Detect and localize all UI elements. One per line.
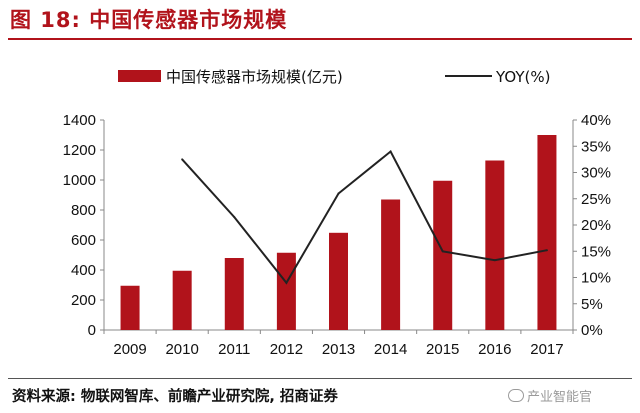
legend-label-line: YOY(%) — [495, 68, 550, 86]
y-tick-label-left: 1000 — [63, 172, 96, 189]
bar — [381, 199, 401, 330]
watermark-label: 产业智能官 — [527, 390, 593, 405]
x-tick-label: 2011 — [218, 341, 250, 358]
bar — [329, 232, 348, 330]
y-ticks-left: 0 200 400 600 800 1000 1200 1400 — [63, 112, 104, 339]
chart-area: 中国传感器市场规模(亿元) YOY(%) 0 200 400 600 800 1000 12… — [63, 68, 611, 358]
x-tick-label: 2017 — [530, 341, 563, 358]
x-tick-label: 2012 — [270, 341, 303, 358]
y-tick-label-right: 35% — [581, 138, 611, 155]
y-tick-label-right: 10% — [581, 270, 611, 287]
y-tick-label-left: 1200 — [63, 142, 96, 159]
x-tick-label: 2015 — [426, 341, 459, 358]
source-note: 资料来源: 物联网智库、前瞻产业研究院, 招商证券 — [12, 389, 338, 405]
line-series — [181, 149, 548, 285]
wechat-icon — [508, 389, 524, 402]
y-tick-label-right: 15% — [581, 243, 611, 260]
y-tick-label-right: 30% — [581, 165, 611, 182]
y-tick-label-right: 5% — [581, 296, 603, 313]
legend-swatch-bar — [118, 70, 161, 82]
y-tick-label-left: 200 — [71, 292, 96, 309]
figure-title: 图 18: 中国传感器市场规模 — [10, 8, 288, 32]
y-tick-label-left: 800 — [71, 202, 96, 219]
bar — [120, 285, 140, 330]
y-tick-label-right: 20% — [581, 217, 611, 234]
yoy-point — [233, 216, 236, 219]
yoy-point — [545, 249, 548, 252]
bar-series — [120, 135, 557, 330]
y-tick-label-left: 1400 — [63, 112, 96, 129]
bar — [485, 160, 505, 330]
x-tick-label: 2009 — [113, 341, 146, 358]
x-ticks: 2009 2010 2011 2012 2013 2014 2015 2016 2017 — [103, 330, 574, 358]
y-tick-label-left: 400 — [71, 262, 96, 279]
x-tick-label: 2010 — [165, 341, 198, 358]
y-ticks-right: 0% 5% 10% 15% 20% 25% 30% 35% 40% — [573, 112, 611, 339]
bar — [276, 252, 296, 330]
source-divider — [8, 378, 632, 379]
watermark: 产业智能官 — [508, 386, 592, 405]
x-tick-label: 2013 — [322, 341, 355, 358]
yoy-point — [337, 192, 340, 195]
legend-label-bar: 中国传感器市场规模(亿元) — [166, 68, 343, 86]
y-tick-label-right: 40% — [581, 112, 611, 129]
bar — [172, 270, 192, 330]
yoy-point — [181, 158, 184, 161]
x-tick-label: 2014 — [374, 341, 407, 358]
x-tick-label: 2016 — [478, 341, 511, 358]
y-tick-label-left: 0 — [88, 322, 96, 339]
bar — [224, 258, 244, 330]
chart-legend: 中国传感器市场规模(亿元) YOY(%) — [118, 68, 550, 86]
yoy-line — [181, 149, 548, 285]
title-divider — [8, 38, 632, 40]
y-tick-label-left: 600 — [71, 232, 96, 249]
y-tick-label-right: 0% — [581, 322, 603, 339]
y-tick-label-right: 25% — [581, 191, 611, 208]
yoy-point — [493, 259, 496, 262]
bar — [537, 135, 557, 330]
yoy-point — [285, 281, 288, 284]
yoy-point — [389, 150, 392, 153]
bar — [433, 180, 453, 330]
yoy-point — [441, 250, 444, 253]
